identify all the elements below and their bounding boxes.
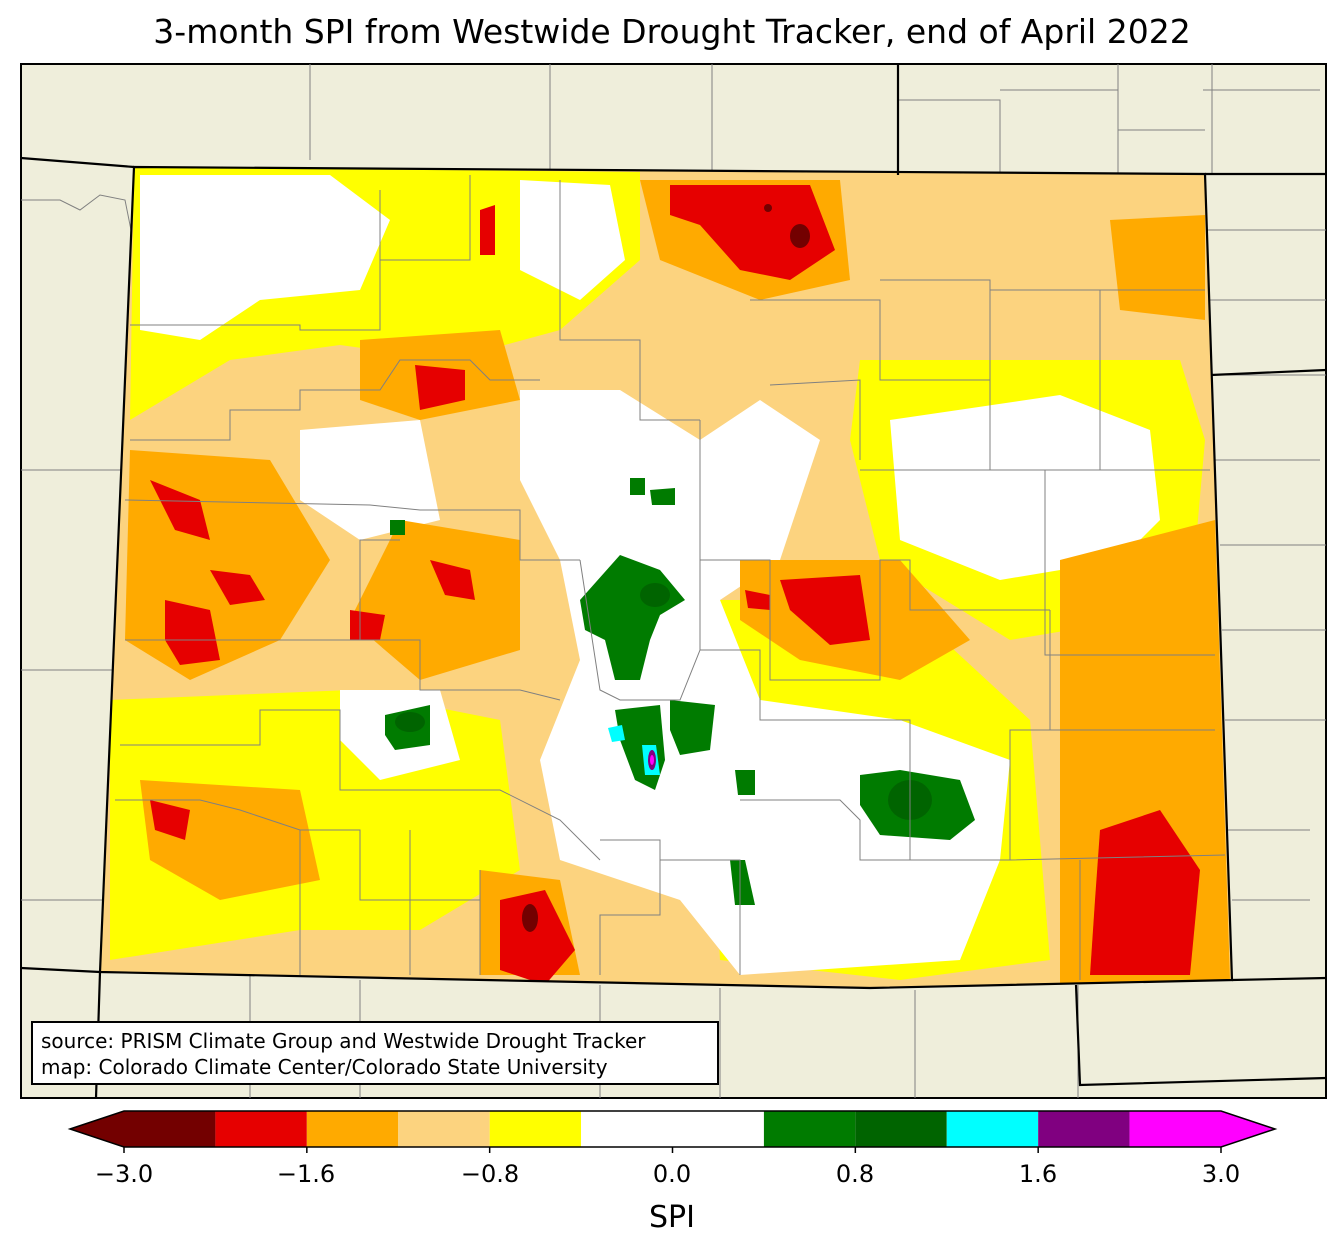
- colorbar-label: SPI: [649, 1200, 695, 1235]
- colorbar-bin: [398, 1111, 490, 1147]
- colorbar-bin: [489, 1111, 582, 1147]
- colorbar-bin: [763, 1111, 856, 1147]
- colorbar-bin: [855, 1111, 947, 1147]
- colorbar-tick: 3.0: [1201, 1160, 1241, 1188]
- colorbar-extend-low: [70, 1111, 216, 1147]
- colorbar-tick: −3.0: [94, 1160, 154, 1188]
- colorbar-tick: 0.0: [652, 1160, 692, 1188]
- colorbar-tick: −1.6: [276, 1160, 336, 1188]
- colorbar-tick: −0.8: [460, 1160, 520, 1188]
- colorbar-bin: [1038, 1111, 1130, 1147]
- colorbar-tick: 0.8: [835, 1160, 875, 1188]
- colorbar-tick: 1.6: [1018, 1160, 1058, 1188]
- colorbar-bin: [581, 1111, 764, 1147]
- source-line: source: PRISM Climate Group and Westwide…: [41, 1029, 646, 1053]
- map-credit-line: map: Colorado Climate Center/Colorado St…: [41, 1055, 608, 1079]
- state-borders: [20, 64, 1327, 1099]
- map-title: 3-month SPI from Westwide Drought Tracke…: [153, 12, 1191, 51]
- source-credit-box: source: PRISM Climate Group and Westwide…: [31, 1021, 719, 1085]
- spi-fill: [100, 167, 1232, 988]
- colorbar-bin: [306, 1111, 399, 1147]
- colorbar-bin: [215, 1111, 307, 1147]
- colorbar-bin: [946, 1111, 1039, 1147]
- colorbar: [67, 1110, 1278, 1153]
- colorbar-bin: [1129, 1111, 1275, 1147]
- colorado-county-lines: [115, 175, 1226, 980]
